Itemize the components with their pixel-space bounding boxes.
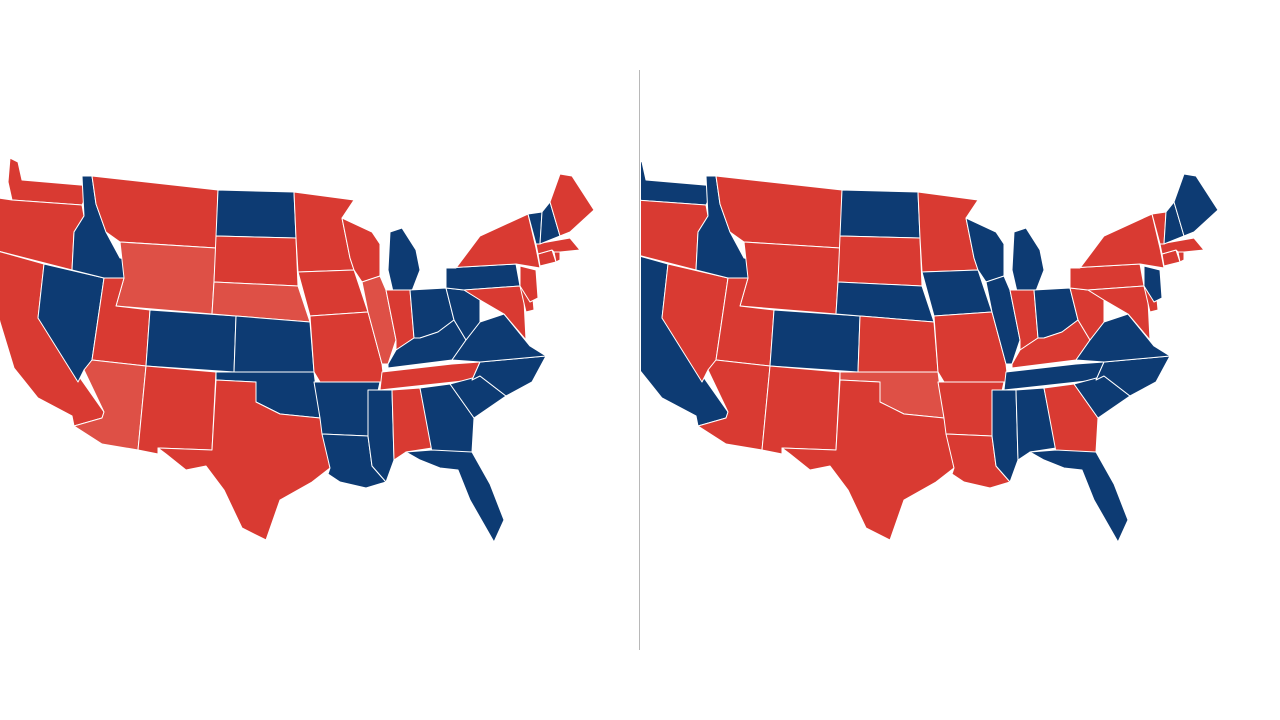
state-fl: [1029, 449, 1129, 543]
state-ia: [921, 269, 993, 317]
state-ma: [1159, 237, 1205, 255]
state-mt: [91, 175, 219, 249]
state-al: [1015, 387, 1057, 461]
state-ga: [419, 383, 475, 453]
state-ga: [1043, 383, 1099, 453]
state-ky: [1011, 319, 1091, 369]
state-ks: [233, 315, 315, 373]
state-co: [145, 309, 237, 373]
state-fl: [405, 449, 505, 543]
state-nj: [1143, 265, 1163, 303]
left-map-svg: [0, 157, 595, 543]
state-pa: [445, 263, 521, 291]
state-me: [1173, 173, 1219, 237]
state-ma: [535, 237, 581, 255]
state-tx: [781, 379, 955, 541]
state-ny: [1069, 213, 1165, 269]
state-mt: [715, 175, 843, 249]
state-nm: [761, 365, 841, 455]
state-sd: [837, 235, 923, 287]
state-mi: [1011, 227, 1045, 297]
state-al: [391, 387, 433, 461]
state-wa: [641, 160, 717, 206]
state-nm: [137, 365, 217, 455]
state-pa: [1069, 263, 1145, 291]
left-us-map: [0, 157, 595, 543]
right-us-map: [641, 0, 1280, 720]
state-sd: [213, 235, 299, 287]
state-co: [769, 309, 861, 373]
state-wy: [115, 241, 217, 315]
state-ia: [297, 269, 369, 317]
state-nd: [215, 189, 297, 239]
state-tx: [157, 379, 331, 541]
state-nd: [839, 189, 921, 239]
center-divider: [639, 70, 640, 650]
state-ny: [445, 213, 541, 269]
state-wy: [739, 241, 841, 315]
state-me: [549, 173, 595, 237]
state-ks: [857, 315, 939, 373]
state-ky: [387, 319, 467, 369]
state-wa: [7, 157, 93, 206]
right-map-svg: [641, 160, 1219, 543]
state-nj: [519, 265, 539, 303]
state-mi: [387, 227, 421, 297]
